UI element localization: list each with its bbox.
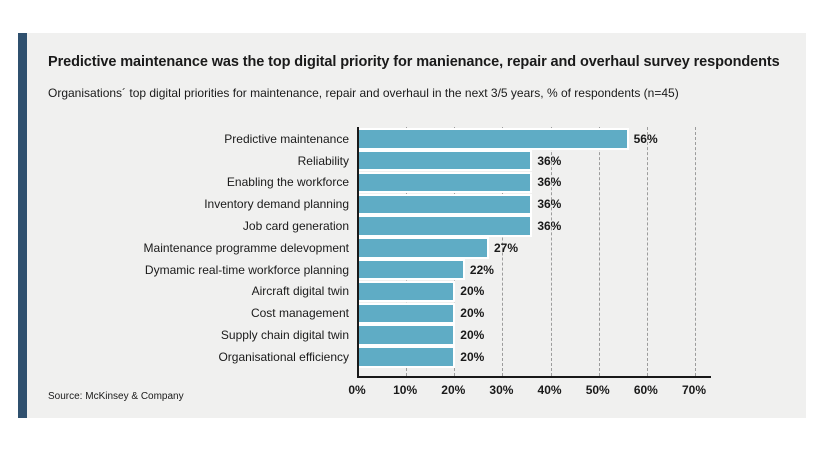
value-label: 20% [460, 306, 485, 321]
category-label: Maintenance programme delevopment [143, 240, 349, 255]
gridline [550, 127, 552, 376]
bar [359, 302, 456, 325]
chart-row: Inventory demand planning 36% [48, 193, 793, 216]
value-label: 20% [460, 284, 485, 299]
bar [359, 128, 629, 150]
x-axis: 0% 10% 20% 30% 40% 50% 60% 70% [48, 383, 793, 399]
chart-row: Cost management 20% [48, 302, 793, 325]
x-axis-tick: 30% [489, 383, 514, 397]
value-label: 22% [469, 262, 494, 277]
bar [359, 280, 456, 303]
category-label: Predictive maintenance [224, 131, 349, 146]
category-label: Inventory demand planning [204, 197, 349, 212]
x-axis-tick: 40% [537, 383, 562, 397]
chart-row: Aircraft digital twin 20% [48, 280, 793, 303]
x-axis-tick: 20% [441, 383, 466, 397]
chart-row: Dymamic real-time workforce planning 22% [48, 258, 793, 281]
value-label: 27% [493, 240, 519, 255]
value-label: 20% [460, 349, 485, 364]
x-axis-tick: 70% [681, 383, 707, 397]
category-label: Reliability [297, 153, 349, 168]
accent-stripe [18, 33, 27, 418]
chart-row: Job card generation 36% [48, 215, 793, 237]
bar [359, 149, 533, 172]
category-label: Enabling the workforce [226, 175, 349, 190]
bar [359, 258, 465, 281]
chart-row: Supply chain digital twin 20% [48, 324, 793, 346]
value-label: 36% [537, 219, 562, 234]
bar [359, 346, 456, 368]
chart-row: Predictive maintenance 56% [48, 128, 793, 150]
bar-chart: Predictive maintenance 56% Reliability 36% E… [48, 127, 793, 402]
chart-row: Maintenance programme delevopment 27% [48, 237, 793, 259]
chart-subtitle: Organisations´ top digital priorities fo… [48, 86, 679, 100]
bar [359, 215, 533, 237]
page-title: Predictive maintenance was the top digit… [48, 54, 780, 70]
category-label: Aircraft digital twin [251, 284, 349, 299]
category-label: Cost management [250, 306, 349, 321]
source-text: Source: McKinsey & Company [48, 391, 184, 402]
bar [359, 193, 533, 216]
value-label: 36% [537, 197, 562, 212]
x-axis-tick: 50% [585, 383, 610, 397]
gridline [502, 127, 504, 376]
category-label: Dymamic real-time workforce planning [144, 262, 349, 277]
gridline [598, 127, 600, 376]
category-label: Supply chain digital twin [220, 328, 349, 343]
chart-rows: Predictive maintenance 56% Reliability 36% E… [48, 128, 793, 368]
bar [359, 324, 456, 346]
chart-card: Predictive maintenance was the top digit… [18, 33, 806, 418]
bar [359, 237, 489, 259]
value-label: 36% [537, 175, 562, 190]
value-label: 20% [460, 328, 485, 343]
chart-row: Reliability 36% [48, 149, 793, 172]
chart-row: Enabling the workforce 36% [48, 171, 793, 194]
chart-row: Organisational efficiency 20% [48, 346, 793, 368]
gridline [695, 127, 696, 376]
value-label: 56% [633, 131, 658, 146]
x-axis-tick: 10% [393, 383, 418, 397]
category-label: Organisational efficiency [218, 349, 349, 364]
x-axis-tick: 0% [348, 383, 366, 397]
gridline [646, 127, 648, 376]
value-label: 36% [537, 153, 562, 168]
bar [359, 171, 533, 194]
x-axis-tick: 60% [633, 383, 658, 397]
category-label: Job card generation [242, 219, 349, 234]
